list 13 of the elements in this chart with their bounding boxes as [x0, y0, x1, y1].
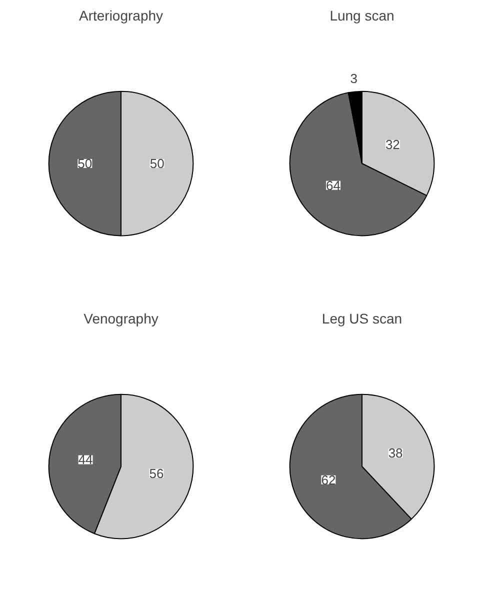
- chart-title: Arteriography: [78, 8, 164, 24]
- chart-title: Lung scan: [330, 8, 394, 24]
- data-label: 44: [78, 452, 93, 468]
- data-label: 50: [78, 156, 92, 171]
- data-label: 62: [321, 472, 336, 488]
- data-label: 3: [350, 71, 358, 86]
- data-label: 38: [388, 446, 403, 461]
- chart-title: Leg US scan: [322, 310, 402, 326]
- data-label: 56: [149, 466, 164, 481]
- data-label: 50: [150, 156, 164, 171]
- data-label: 32: [385, 136, 400, 152]
- data-label: 64: [326, 178, 341, 193]
- chart-title: Venography: [84, 310, 158, 326]
